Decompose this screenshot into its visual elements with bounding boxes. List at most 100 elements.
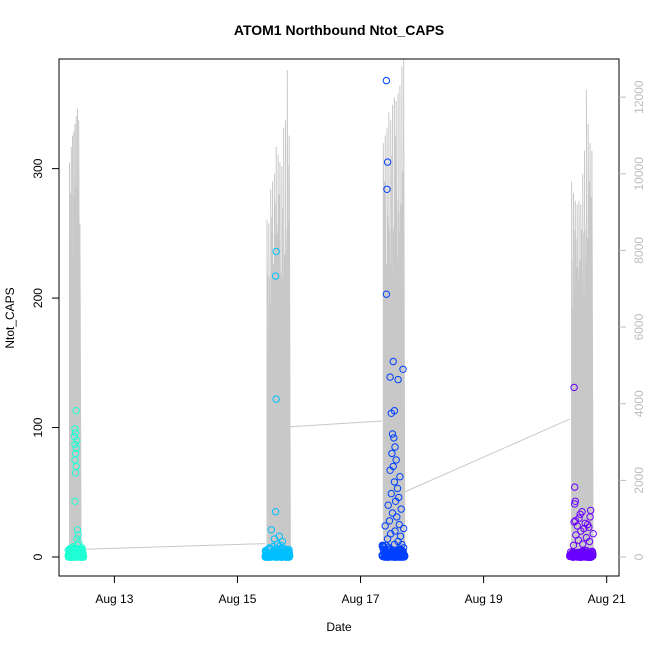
- y-tick-label: 100: [31, 417, 45, 437]
- data-point: [74, 531, 82, 539]
- data-point: [589, 530, 597, 538]
- data-point: [388, 509, 397, 517]
- data-point: [394, 375, 402, 384]
- data-point: [386, 373, 394, 381]
- data-point: [71, 497, 79, 505]
- data-point: [386, 466, 394, 474]
- data-point: [397, 505, 405, 513]
- data-point: [571, 483, 579, 491]
- data-point: [70, 432, 79, 441]
- data-point: [272, 395, 280, 403]
- data-point: [586, 513, 594, 521]
- data-point: [73, 526, 82, 534]
- data-point: [69, 546, 77, 554]
- data-point: [570, 383, 578, 392]
- data-point: [77, 549, 85, 557]
- data-point: [271, 508, 280, 516]
- data-point: [393, 513, 401, 521]
- data-point: [271, 550, 279, 559]
- data-point: [269, 542, 277, 551]
- data-point: [392, 456, 400, 464]
- data-point: [394, 551, 402, 559]
- data-point: [585, 523, 593, 531]
- x-axis-label: Date: [326, 620, 352, 634]
- data-point: [577, 527, 585, 535]
- data-point: [569, 553, 577, 561]
- y2-tick-label: 10000: [632, 157, 646, 191]
- data-point: [390, 478, 399, 486]
- y2-tick-label: 0: [632, 553, 646, 560]
- x-tick-label: Aug 13: [95, 592, 133, 606]
- data-point: [270, 552, 278, 560]
- data-point: [396, 473, 404, 481]
- line-segment: [266, 70, 291, 558]
- y2-tick-label: 6000: [632, 313, 646, 340]
- line-connector: [82, 543, 266, 550]
- data-point: [73, 436, 81, 445]
- data-point: [575, 514, 583, 522]
- data-point: [71, 425, 79, 433]
- data-point: [394, 537, 402, 546]
- series-cluster: [64, 407, 88, 561]
- data-point: [384, 501, 392, 509]
- data-point: [378, 542, 386, 550]
- data-point: [382, 76, 391, 85]
- y-tick-label: 200: [31, 288, 45, 308]
- data-point: [67, 550, 76, 558]
- data-point: [276, 541, 285, 549]
- data-point: [385, 517, 394, 525]
- data-point: [277, 550, 285, 559]
- x-tick-label: Aug 17: [342, 592, 380, 606]
- y-tick-label: 0: [31, 553, 45, 560]
- data-point: [388, 449, 396, 458]
- data-point: [391, 497, 400, 505]
- line-segment: [69, 108, 82, 558]
- x-tick-label: Aug 15: [218, 592, 256, 606]
- series-cluster: [566, 383, 597, 561]
- data-point: [387, 409, 395, 417]
- data-point: [285, 553, 293, 561]
- point-series: [64, 76, 597, 561]
- data-point: [574, 553, 582, 561]
- data-point: [79, 553, 87, 561]
- y2-tick-label: 2000: [632, 467, 646, 494]
- x-tick-label: Aug 21: [588, 592, 626, 606]
- data-point: [399, 524, 408, 533]
- data-point: [262, 552, 270, 560]
- data-point: [390, 434, 398, 442]
- series-cluster: [261, 247, 294, 561]
- line-segment: [571, 89, 594, 558]
- data-point: [271, 272, 280, 280]
- y2-tick-label: 12000: [632, 80, 646, 114]
- y2-tick-label: 8000: [632, 237, 646, 264]
- line-segment: [382, 58, 406, 558]
- plot-frame: [58, 58, 620, 577]
- data-point: [71, 429, 80, 437]
- y-tick-label: 300: [31, 158, 45, 178]
- series-cluster: [378, 76, 409, 561]
- data-point: [71, 440, 79, 449]
- data-point: [71, 469, 80, 477]
- line-series: [69, 58, 594, 558]
- data-point: [382, 290, 391, 298]
- data-point: [381, 522, 389, 530]
- data-point: [585, 537, 594, 546]
- data-point: [267, 526, 275, 534]
- data-point: [395, 520, 403, 529]
- data-point: [384, 553, 393, 561]
- axes: Aug 13 Aug 15 Aug 17 Aug 19 Aug 21 0 100 200 300…: [31, 80, 646, 606]
- data-point: [579, 540, 587, 548]
- chart-title: ATOM1 Northbound Ntot_CAPS: [234, 22, 444, 38]
- data-point: [283, 547, 292, 555]
- data-point: [571, 500, 579, 508]
- y-axis-label: Ntot_CAPS: [3, 287, 17, 348]
- data-point: [388, 430, 397, 438]
- data-point: [279, 552, 287, 560]
- data-point: [389, 357, 397, 366]
- data-point: [383, 535, 392, 543]
- data-point: [576, 510, 584, 518]
- data-point: [391, 443, 399, 451]
- data-point: [393, 484, 402, 493]
- data-point: [383, 185, 391, 194]
